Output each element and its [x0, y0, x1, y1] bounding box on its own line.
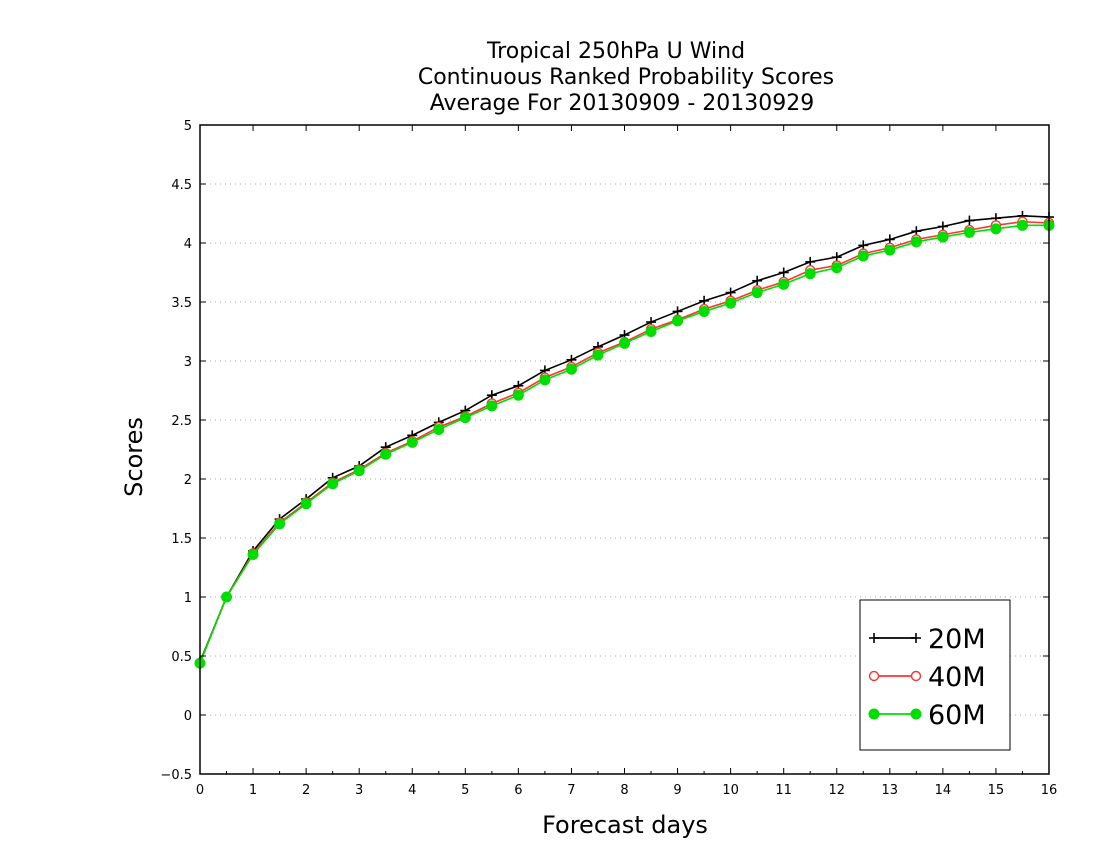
x-tick-label: 5 — [461, 783, 469, 798]
y-tick-label: 2.5 — [171, 414, 192, 429]
data-point — [698, 305, 710, 317]
data-point — [804, 268, 816, 280]
x-tick-label: 0 — [196, 783, 204, 798]
data-point — [353, 465, 365, 477]
y-tick-label: 0.5 — [171, 650, 192, 665]
x-tick-label: 6 — [514, 783, 522, 798]
legend-marker — [910, 708, 922, 720]
data-point — [752, 275, 763, 286]
x-tick-label: 1 — [249, 783, 257, 798]
title-line-2: Continuous Ranked Probability Scores — [418, 65, 834, 90]
legend: 20M 40M 60M — [859, 599, 1011, 751]
data-point — [857, 250, 869, 262]
series-line — [199, 220, 1050, 664]
legend-label: 40M — [928, 662, 986, 693]
legend-marker — [910, 670, 922, 682]
y-tick-label: 0 — [184, 709, 192, 724]
series-line — [199, 215, 1050, 663]
legend-marker — [869, 633, 879, 643]
x-tick-label: 11 — [775, 783, 792, 798]
y-tick-label: 3.5 — [171, 296, 192, 311]
data-point — [645, 326, 657, 337]
data-point — [459, 412, 471, 424]
y-tick-label: 4.5 — [171, 178, 192, 193]
legend-item-20M: 20M — [869, 624, 986, 655]
series-layer — [194, 210, 1055, 669]
title-line-1: Tropical 250hPa U Wind — [486, 39, 745, 64]
data-point — [725, 297, 737, 309]
legend-label: 20M — [928, 624, 986, 655]
x-tick-label: 13 — [882, 783, 899, 798]
data-point — [221, 591, 233, 603]
x-tick-label: 2 — [302, 783, 310, 798]
y-tick-label: 5 — [184, 119, 192, 134]
x-tick-label: 9 — [673, 783, 681, 798]
data-point — [274, 518, 286, 530]
y-axis-label: Scores — [120, 417, 148, 497]
legend-box — [859, 599, 1011, 751]
data-point — [380, 448, 392, 460]
data-point — [910, 236, 922, 248]
data-point — [778, 267, 789, 278]
x-tick-label: 10 — [722, 783, 739, 798]
x-tick-label: 14 — [935, 783, 952, 798]
legend-marker — [868, 670, 880, 682]
chart-title: Tropical 250hPa U Wind Continuous Ranked… — [418, 39, 834, 116]
data-point — [990, 223, 1002, 235]
data-point — [778, 278, 790, 290]
data-point — [964, 215, 975, 226]
title-line-3: Average For 20130909 - 20130929 — [430, 91, 815, 116]
x-axis: 0 1 2 3 4 5 6 7 8 9 10 11 12 13 14 15 16 — [196, 125, 1057, 798]
data-point — [1016, 219, 1028, 231]
legend-item-60M: 60M — [868, 700, 986, 731]
y-tick-label: 3 — [184, 355, 192, 370]
data-point — [406, 436, 418, 448]
data-point — [884, 244, 896, 256]
y-axis: −0.5 0 0.5 1 1.5 2 2.5 3 3.5 4 4.5 5 — [160, 119, 1049, 783]
x-tick-label: 4 — [408, 783, 416, 798]
legend-marker — [868, 708, 880, 720]
y-tick-label: 1 — [184, 591, 192, 606]
y-tick-label: 1.5 — [171, 532, 192, 547]
series-line — [199, 224, 1049, 664]
data-point — [300, 498, 312, 510]
data-point — [486, 400, 498, 412]
x-tick-label: 8 — [620, 783, 628, 798]
x-tick-label: 3 — [355, 783, 363, 798]
x-tick-label: 16 — [1041, 783, 1058, 798]
data-point — [565, 363, 577, 375]
data-point — [327, 478, 339, 490]
y-tick-label: 2 — [184, 473, 192, 488]
data-point — [619, 337, 630, 349]
data-point — [512, 389, 524, 401]
data-point — [963, 226, 975, 238]
data-point — [592, 349, 604, 361]
legend-label: 60M — [928, 700, 986, 731]
data-point — [751, 287, 763, 299]
x-axis-label: Forecast days — [542, 811, 708, 839]
x-tick-label: 12 — [828, 783, 845, 798]
data-point — [937, 231, 949, 243]
y-tick-label: −0.5 — [160, 768, 192, 783]
data-point — [433, 423, 445, 435]
legend-marker — [911, 633, 921, 643]
y-tick-label: 4 — [184, 237, 192, 252]
data-point — [672, 315, 684, 327]
x-tick-label: 7 — [567, 783, 575, 798]
data-point — [247, 549, 259, 561]
data-point — [831, 262, 843, 274]
x-tick-label: 15 — [988, 783, 1005, 798]
data-point — [539, 374, 551, 386]
legend-item-40M: 40M — [868, 662, 986, 693]
series-60M — [194, 219, 1055, 669]
series-20M — [195, 210, 1054, 667]
